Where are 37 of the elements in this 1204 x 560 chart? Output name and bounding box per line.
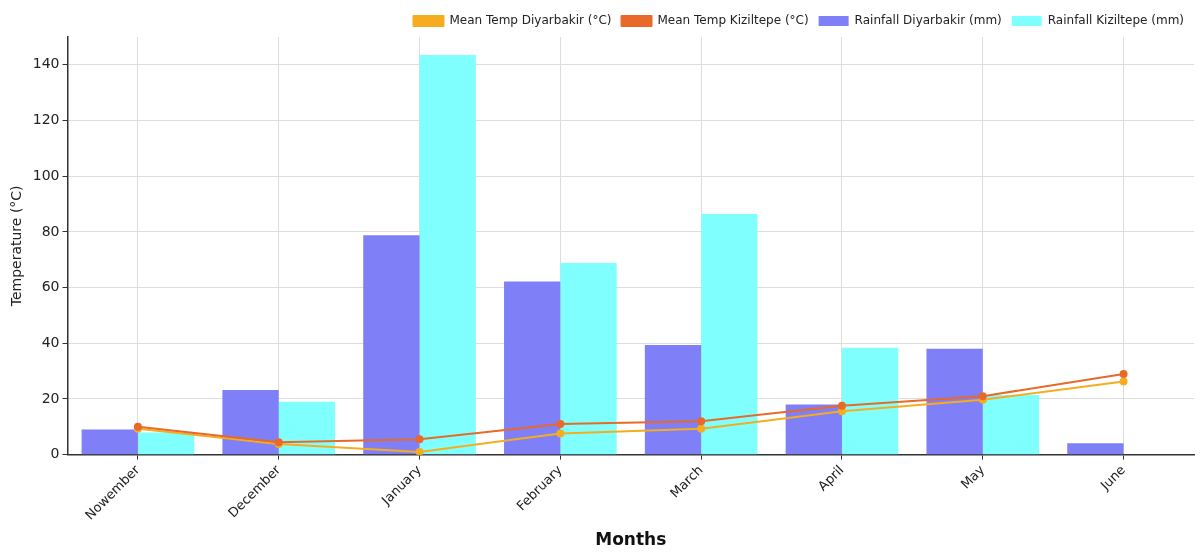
bar [504, 281, 561, 455]
bar [137, 432, 195, 455]
legend-label: Rainfall Kiziltepe (mm) [1047, 13, 1185, 28]
bar [701, 214, 758, 455]
y-axis-title: Temperature (°C) [8, 185, 25, 308]
legend-label: Mean Temp Kiziltepe (°C) [657, 13, 809, 28]
bar [81, 429, 138, 455]
x-axis-title: Months [595, 529, 667, 550]
point [556, 420, 565, 429]
y-tick-label: 120 [32, 111, 60, 128]
y-tick-label: 20 [41, 389, 60, 406]
bar [560, 263, 617, 455]
bar [926, 348, 983, 455]
legend-label: Mean Temp Diyarbakir (°C) [449, 13, 612, 28]
y-tick-label: 140 [32, 55, 60, 72]
point [415, 447, 424, 455]
point [697, 424, 706, 433]
point [697, 417, 706, 426]
bar [982, 395, 1040, 455]
bar [841, 347, 899, 455]
y-tick-label: 60 [41, 278, 60, 295]
bar [419, 55, 476, 455]
y-tick-label: 100 [32, 166, 60, 183]
point [556, 429, 565, 438]
bar [363, 235, 420, 455]
legend-label: Rainfall Diyarbakir (mm) [854, 13, 1002, 28]
bar [222, 390, 279, 455]
point [415, 435, 424, 444]
y-tick-label: 40 [41, 333, 60, 350]
point [1119, 377, 1128, 386]
y-tick-label: 80 [41, 222, 60, 239]
point [837, 401, 846, 410]
y-tick-label: 0 [50, 445, 60, 462]
point [1119, 369, 1128, 378]
bar [644, 344, 702, 455]
bar [278, 401, 336, 455]
bar [1067, 443, 1124, 455]
